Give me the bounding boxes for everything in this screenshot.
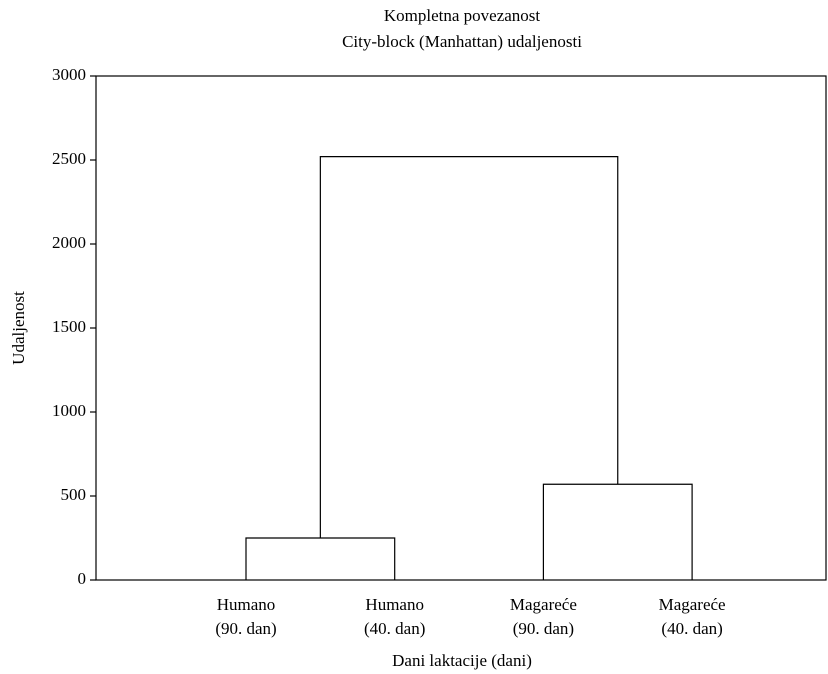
- x-tick-label: Magareće: [659, 595, 726, 614]
- dendrogram-link: [542, 483, 693, 580]
- plot-frame: [95, 75, 827, 581]
- y-tick-label: 2500: [52, 149, 86, 168]
- y-tick-label: 1500: [52, 317, 86, 336]
- dendrogram-link: [319, 156, 619, 538]
- x-tick-label: (40. dan): [364, 619, 425, 638]
- x-tick-label: Magareće: [510, 595, 577, 614]
- y-tick-label: 500: [61, 485, 87, 504]
- chart-subtitle: City-block (Manhattan) udaljenosti: [342, 32, 582, 51]
- x-tick-label: (40. dan): [661, 619, 722, 638]
- dendrogram-link: [245, 537, 396, 580]
- x-tick-label: (90. dan): [513, 619, 574, 638]
- y-axis-label: Udaljenost: [9, 291, 28, 365]
- x-axis-label: Dani laktacije (dani): [392, 651, 532, 670]
- y-tick-label: 3000: [52, 65, 86, 84]
- chart-title: Kompletna povezanost: [384, 6, 541, 25]
- y-tick-label: 2000: [52, 233, 86, 252]
- x-tick-label: Humano: [217, 595, 276, 614]
- y-tick-label: 1000: [52, 401, 86, 420]
- x-tick-label: (90. dan): [215, 619, 276, 638]
- x-tick-label: Humano: [365, 595, 424, 614]
- y-tick-label: 0: [78, 569, 87, 588]
